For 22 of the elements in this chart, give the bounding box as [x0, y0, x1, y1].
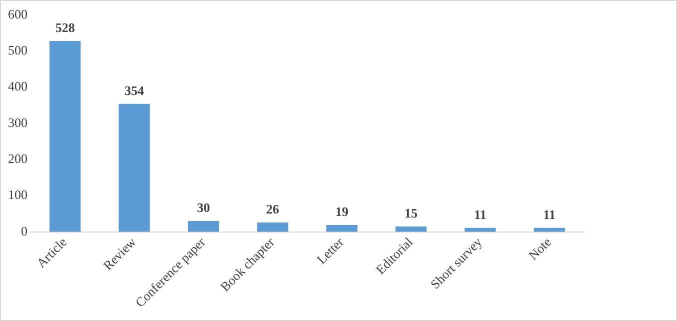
- bar: [118, 104, 150, 232]
- data-label: 354: [124, 82, 145, 98]
- y-tick-label: 400: [8, 78, 28, 94]
- y-tick-label: 500: [8, 42, 28, 58]
- y-tick-label: 600: [8, 6, 28, 22]
- y-tick-label: 300: [8, 114, 28, 130]
- bar: [326, 225, 358, 232]
- y-tick-label: 0: [21, 223, 28, 238]
- bar: [188, 221, 220, 232]
- data-label: 26: [266, 201, 280, 216]
- data-label: 19: [335, 204, 349, 219]
- bar: [395, 226, 427, 232]
- data-label: 11: [474, 206, 486, 222]
- data-label: 15: [404, 205, 418, 220]
- data-label: 30: [196, 200, 210, 215]
- bar: [50, 41, 81, 232]
- bar: [257, 222, 288, 232]
- data-label: 528: [55, 20, 76, 35]
- data-label: 11: [543, 206, 556, 222]
- y-tick-label: 200: [8, 151, 28, 166]
- x-tick-label: Note: [525, 234, 554, 263]
- y-tick-label: 100: [8, 187, 28, 202]
